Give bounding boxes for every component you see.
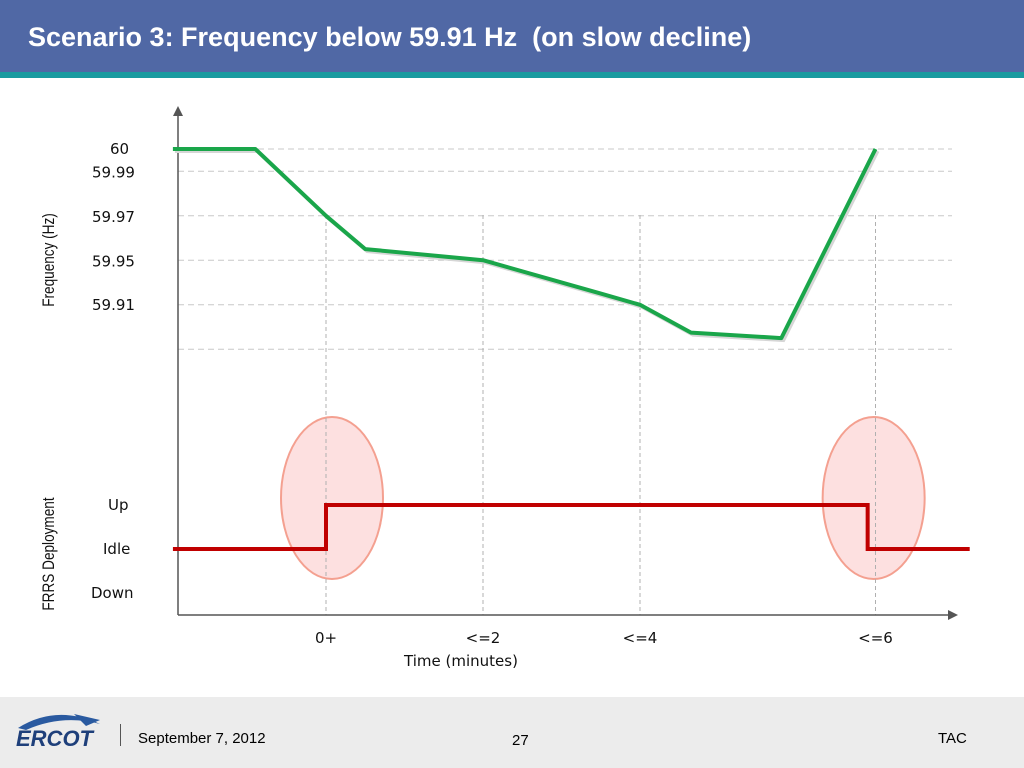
x-axis-label: Time (minutes) — [403, 652, 518, 670]
highlight-ellipse — [280, 416, 384, 580]
y-tick-label: 59.95 — [92, 252, 135, 270]
frequency-line-shadow — [174, 149, 880, 343]
highlight-ellipse — [821, 416, 926, 580]
label-layer: 60 59.99 59.97 59.95 59.91 Up Idle Down 0+ <=2 <=4… — [40, 140, 893, 670]
y-tick-label: 60 — [110, 140, 129, 158]
x-tick-label: <=4 — [623, 629, 658, 647]
x-tick-label: <=2 — [466, 629, 501, 647]
ercot-logo: ERCOT — [16, 714, 100, 751]
state-label: Idle — [103, 540, 130, 558]
title-bar — [0, 0, 1024, 72]
title-accent-stripe — [0, 72, 1024, 78]
y-axis-arrow — [173, 106, 183, 116]
x-tick-label: <=6 — [858, 629, 893, 647]
deployment-step-line — [172, 503, 970, 551]
footer-page-number: 27 — [512, 732, 529, 749]
footer — [0, 697, 1024, 768]
state-label: Down — [91, 584, 134, 602]
logo-wordmark: ERCOT — [16, 726, 95, 751]
y-tick-label: 59.91 — [92, 296, 135, 314]
y-tick-label: 59.97 — [92, 208, 135, 226]
x-axis-arrow — [948, 610, 958, 620]
y-tick-label: 59.99 — [92, 163, 135, 181]
state-label: Up — [108, 496, 129, 514]
slide-title: Scenario 3: Frequency below 59.91 Hz (on… — [28, 22, 752, 52]
axes-layer — [173, 106, 958, 620]
frequency-line — [172, 147, 878, 341]
series-layer — [172, 147, 970, 551]
highlight-layer — [280, 416, 926, 580]
deployment-axis-label: FRRS Deployment — [40, 497, 59, 611]
footer-organization: TAC — [938, 730, 967, 747]
footer-date: September 7, 2012 — [138, 730, 266, 747]
footer-separator — [120, 724, 121, 746]
frequency-axis-label: Frequency (Hz) — [40, 213, 59, 307]
x-tick-label: 0+ — [315, 629, 337, 647]
